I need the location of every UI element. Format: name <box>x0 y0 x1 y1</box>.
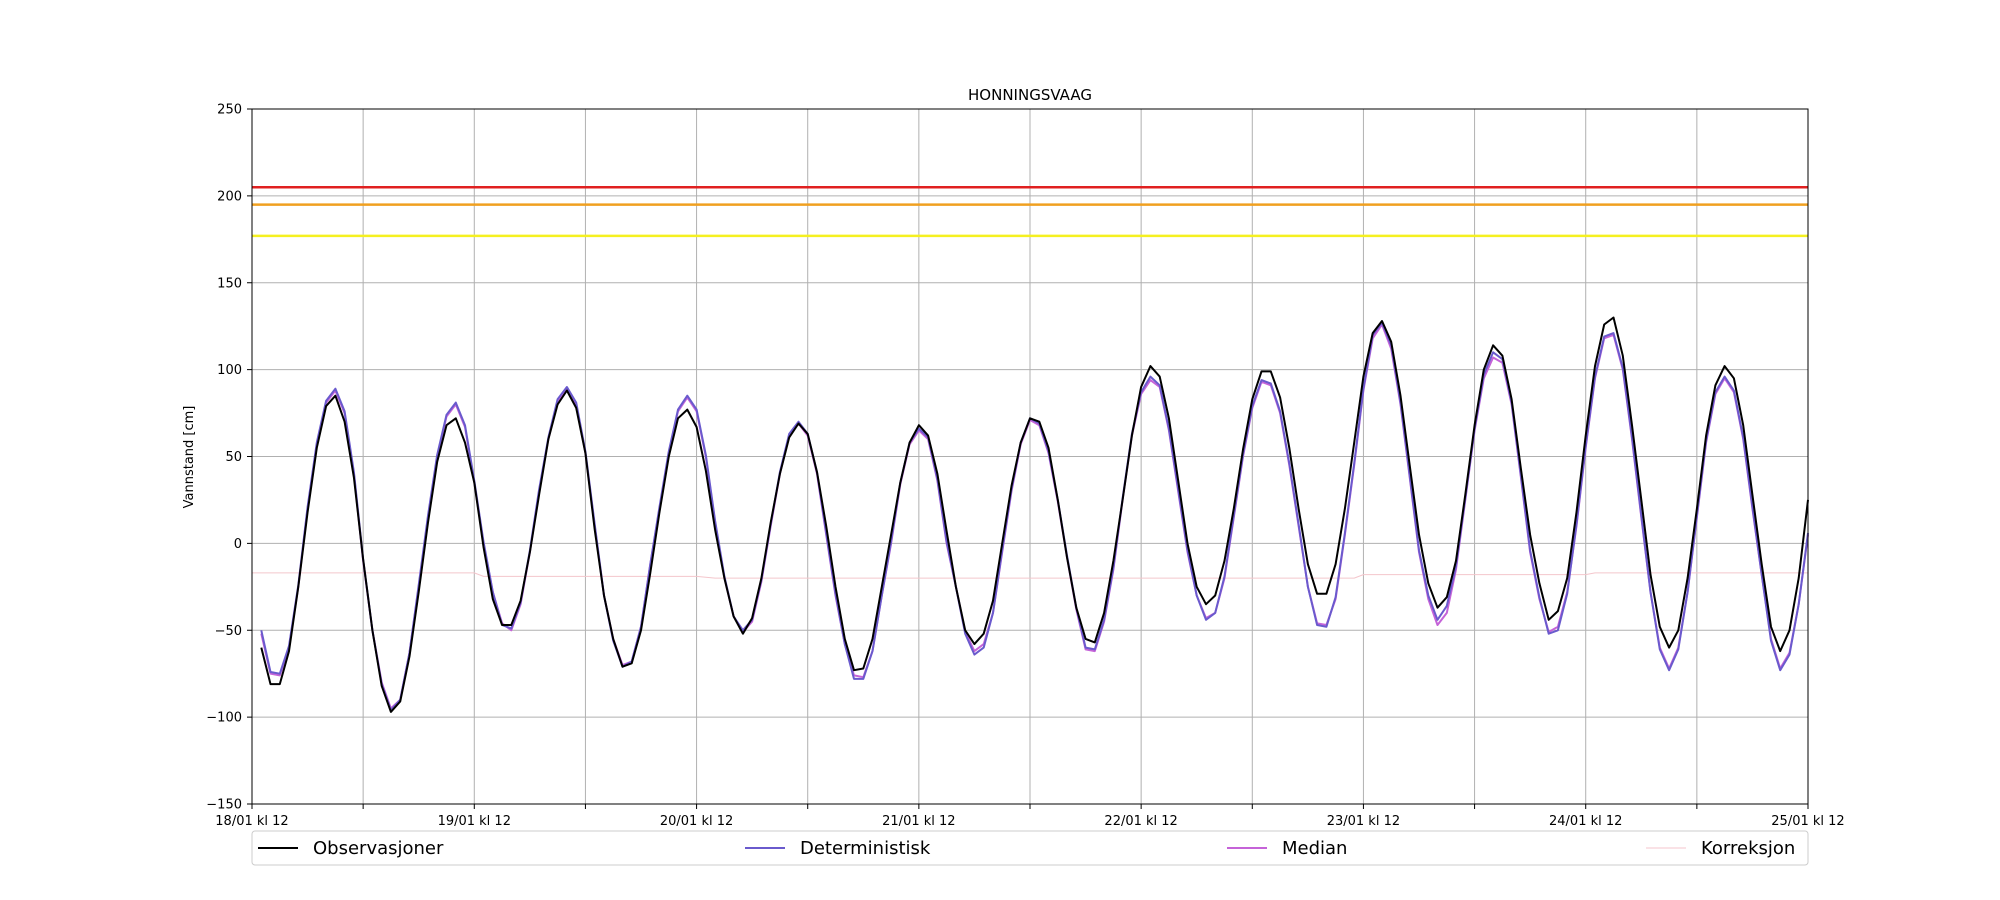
y-tick-label: 150 <box>217 276 242 291</box>
grid <box>251 108 1809 805</box>
legend-box <box>251 830 1809 866</box>
threshold-lines <box>252 185 1808 238</box>
y-tick-label: −150 <box>206 798 242 813</box>
chart-title: HONNINGSVAAG <box>968 86 1092 104</box>
x-tick-label: 22/01 kl 12 <box>1104 814 1177 829</box>
x-tick-label: 24/01 kl 12 <box>1549 814 1622 829</box>
y-tick-label: 200 <box>217 189 242 204</box>
y-tick-label: 50 <box>225 450 242 465</box>
y-axis-label: Vannstand [cm] <box>182 406 197 509</box>
y-tick-label: 250 <box>217 103 242 118</box>
x-tick-label: 18/01 kl 12 <box>215 814 288 829</box>
y-ticks: −150 −100 −50 0 50 100 150 200 250 <box>206 103 252 813</box>
series-line-korreksjon <box>252 572 1808 579</box>
y-tick-label: −50 <box>215 624 242 639</box>
y-tick-label: 0 <box>234 537 242 552</box>
legend-label: Median <box>1282 838 1347 859</box>
x-tick-label: 21/01 kl 12 <box>882 814 955 829</box>
x-tick-label: 19/01 kl 12 <box>438 814 511 829</box>
legend-label: Korreksjon <box>1701 838 1795 859</box>
series-lines <box>252 316 1809 713</box>
x-ticks: 18/01 kl 12 19/01 kl 12 20/01 kl 12 21/01 k… <box>215 804 1845 829</box>
y-tick-label: 100 <box>217 363 242 378</box>
x-tick-label: 23/01 kl 12 <box>1327 814 1400 829</box>
legend-label: Observasjoner <box>313 838 444 859</box>
y-tick-label: −100 <box>206 711 242 726</box>
x-tick-label: 20/01 kl 12 <box>660 814 733 829</box>
legend-label: Deterministisk <box>800 838 931 859</box>
x-tick-label: 25/01 kl 12 <box>1771 814 1844 829</box>
legend: Observasjoner Deterministisk Median Korreks… <box>251 830 1809 866</box>
series-line-observasjoner <box>260 316 1809 713</box>
